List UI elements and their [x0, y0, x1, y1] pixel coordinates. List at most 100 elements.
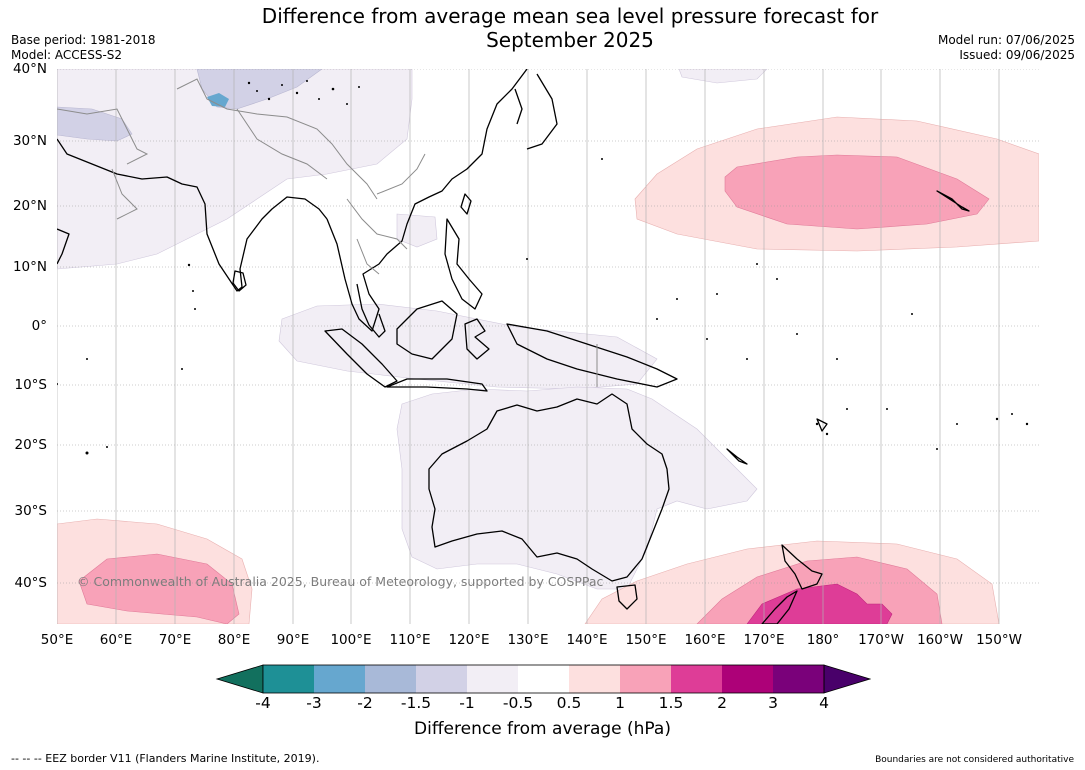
lat-label-10n: 10°N — [12, 259, 47, 275]
coast-korea-japan — [514, 73, 558, 150]
colorbar-swatch — [263, 665, 314, 693]
lon-label-180: 180° — [806, 632, 840, 648]
coast-pacific-islands-1 — [726, 448, 748, 465]
anomaly-region-himalaya — [207, 93, 229, 107]
coast-australia — [428, 393, 670, 582]
lon-label-150e: 150°E — [625, 632, 667, 648]
coast-tasmania — [616, 584, 638, 610]
colorbar-swatch — [416, 665, 467, 693]
coast-hawaii — [936, 190, 970, 212]
anomaly-shading — [57, 69, 1039, 624]
lat-label-10s: 10°S — [14, 377, 48, 393]
lon-label-170w: 170°W — [858, 632, 904, 648]
colorbar-extend-high — [823, 664, 871, 694]
pressure-anomaly-map — [57, 69, 1039, 624]
lon-label-160w: 160°W — [917, 632, 963, 648]
coast-arabia-india — [57, 138, 328, 292]
coast-philippines — [444, 218, 483, 310]
lon-label-110e: 110°E — [389, 632, 431, 648]
coast-java — [386, 378, 488, 392]
colorbar-label: 4 — [819, 694, 829, 712]
country-borders — [57, 78, 598, 387]
colorbar-label: 1 — [615, 694, 625, 712]
lat-label-20s: 20°S — [14, 437, 48, 453]
colorbar-label: -1.5 — [400, 694, 432, 712]
colorbar-outline — [262, 664, 825, 694]
lon-label-90e: 90°E — [276, 632, 310, 648]
map-title-line-1: Difference from average mean sea level p… — [261, 4, 879, 28]
anomaly-region-iran — [57, 106, 133, 142]
copyright-notice: © Commonwealth of Australia 2025, Bureau… — [77, 574, 604, 589]
colorbar-swatch — [314, 665, 365, 693]
anomaly-region-australia — [396, 386, 758, 590]
colorbar-extend-low — [215, 664, 264, 694]
lon-label-170e: 170°E — [743, 632, 785, 648]
colorbar-label: 3 — [768, 694, 778, 712]
lon-label-140e: 140°E — [566, 632, 608, 648]
lon-label-50e: 50°E — [40, 632, 74, 648]
colorbar-swatch — [569, 665, 620, 693]
model-name: Model: ACCESS-S2 — [11, 48, 123, 62]
coastlines — [57, 69, 970, 624]
coast-sumatra — [324, 328, 398, 388]
map-title: Difference from average mean sea level p… — [0, 4, 1085, 52]
lat-label-30s: 30°S — [14, 503, 48, 519]
coast-sri-lanka — [232, 270, 247, 292]
small-islands — [57, 80, 1029, 455]
coast-indochina — [326, 69, 528, 332]
lon-label-60e: 60°E — [99, 632, 133, 648]
colorbar — [215, 664, 871, 694]
colorbar-swatch — [722, 665, 773, 693]
coast-malay-peninsula — [356, 283, 386, 338]
colorbar-label: 2 — [717, 694, 727, 712]
lat-label-30n: 30°N — [12, 133, 47, 149]
model-run: Model run: 07/06/2025 — [937, 33, 1075, 47]
coast-new-zealand-south — [761, 590, 798, 624]
colorbar-swatch — [773, 665, 824, 693]
lat-label-20n: 20°N — [12, 198, 47, 214]
colorbar-label: -2 — [357, 694, 373, 712]
coast-new-zealand-north — [781, 544, 823, 590]
map-meridians — [57, 69, 1000, 624]
issued-date: Issued: 09/06/2025 — [959, 48, 1075, 62]
coast-arabia-west — [57, 228, 70, 265]
anomaly-region-central-asia — [57, 69, 413, 270]
colorbar-title: Difference from average (hPa) — [414, 719, 671, 739]
lon-label-80e: 80°E — [217, 632, 251, 648]
coast-borneo — [396, 300, 458, 360]
lon-label-130e: 130°E — [507, 632, 549, 648]
base-period: Base period: 1981-2018 — [11, 33, 156, 47]
colorbar-swatch — [671, 665, 722, 693]
colorbar-swatches — [215, 664, 871, 694]
coast-taiwan — [460, 193, 472, 215]
lon-label-160e: 160°E — [684, 632, 726, 648]
lat-label-40n: 40°N — [12, 61, 47, 77]
lon-label-120e: 120°E — [448, 632, 490, 648]
anomaly-region-south-west-mid — [78, 553, 240, 624]
colorbar-label: -4 — [255, 694, 271, 712]
map-title-line-2: September 2025 — [486, 28, 654, 52]
lon-label-100e: 100°E — [330, 632, 372, 648]
colorbar-label: 1.5 — [658, 694, 684, 712]
colorbar-label: -3 — [306, 694, 322, 712]
anomaly-region-north-pacific-mid — [724, 154, 990, 230]
colorbar-swatch — [365, 665, 416, 693]
boundaries-disclaimer: Boundaries are not considered authoritat… — [875, 755, 1074, 765]
lon-label-70e: 70°E — [158, 632, 192, 648]
colorbar-swatch — [467, 665, 518, 693]
meta-right: Model run: 07/06/2025 Issued: 09/06/2025 — [938, 33, 1075, 63]
anomaly-region-tasman-strong — [746, 583, 893, 624]
lat-label-equator: 0° — [31, 318, 47, 334]
eez-legend: -- -- -- EEZ border V11 (Flanders Marine… — [11, 752, 320, 765]
coast-new-guinea — [506, 323, 678, 388]
colorbar-swatch — [620, 665, 671, 693]
anomaly-region-pacific-nw — [678, 69, 768, 84]
colorbar-label: -0.5 — [502, 694, 534, 712]
colorbar-swatch — [518, 665, 569, 693]
colorbar-label: 0.5 — [556, 694, 582, 712]
coast-fiji — [816, 418, 828, 432]
lat-label-40s: 40°S — [14, 575, 48, 591]
coast-sulawesi — [464, 318, 490, 360]
colorbar-label: -1 — [459, 694, 475, 712]
lon-label-150w: 150°W — [976, 632, 1022, 648]
